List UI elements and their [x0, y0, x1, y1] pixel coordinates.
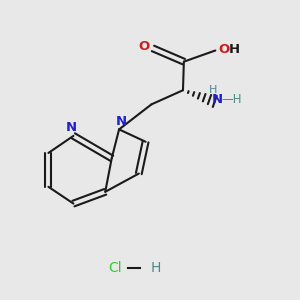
Text: N: N — [116, 115, 127, 128]
Text: O: O — [139, 40, 150, 53]
Text: Cl: Cl — [108, 261, 122, 275]
Text: —H: —H — [222, 93, 242, 106]
Text: H: H — [209, 85, 218, 95]
Text: H: H — [151, 261, 161, 275]
Text: N: N — [65, 121, 77, 134]
Text: H: H — [229, 43, 240, 56]
Text: N: N — [212, 93, 223, 106]
Text: O: O — [218, 43, 229, 56]
